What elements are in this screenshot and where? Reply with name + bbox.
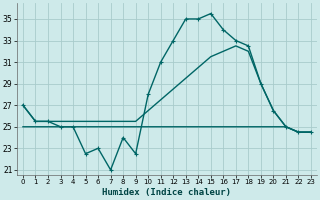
X-axis label: Humidex (Indice chaleur): Humidex (Indice chaleur)	[102, 188, 231, 197]
